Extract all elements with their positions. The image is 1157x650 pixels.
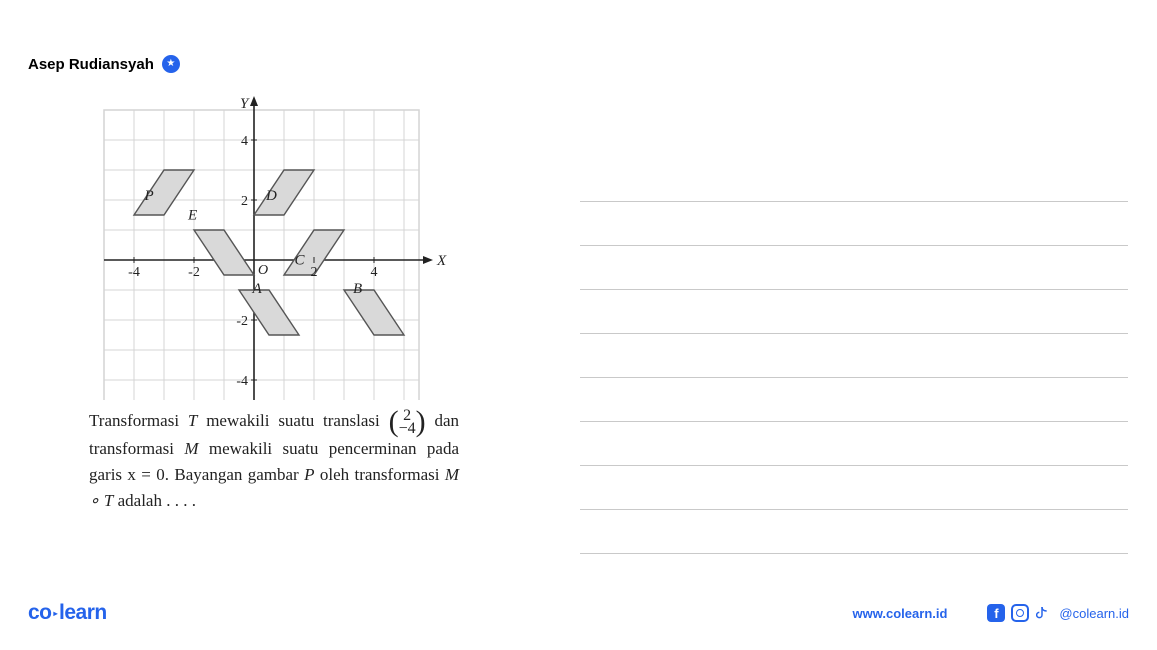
social-handle: @colearn.id: [1059, 606, 1129, 621]
logo-dot-icon: ▸: [52, 609, 60, 618]
var-T: T: [188, 411, 197, 430]
graph-svg: PDECAB-4-224-4-224XYO: [94, 90, 454, 400]
svg-text:-2: -2: [236, 314, 248, 329]
equation: x = 0: [127, 465, 164, 484]
logo-learn: learn: [59, 601, 107, 624]
answer-line: [580, 378, 1128, 422]
social-links: f @colearn.id: [987, 604, 1129, 622]
svg-text:E: E: [187, 208, 197, 224]
text: adalah . . . .: [113, 491, 196, 510]
svg-text:P: P: [144, 188, 154, 204]
text: mewakili suatu translasi: [197, 411, 388, 430]
verified-badge-icon: [162, 55, 180, 73]
website-url[interactable]: www.colearn.id: [853, 606, 948, 621]
svg-text:-4: -4: [128, 265, 140, 280]
svg-text:-4: -4: [236, 374, 248, 389]
answer-line: [580, 334, 1128, 378]
answer-line: [580, 202, 1128, 246]
answer-line: [580, 290, 1128, 334]
tiktok-icon[interactable]: [1035, 604, 1053, 622]
text: oleh transformasi: [314, 465, 444, 484]
problem-text: Transformasi T mewakili suatu translasi …: [85, 400, 463, 515]
facebook-icon[interactable]: f: [987, 604, 1005, 622]
svg-text:O: O: [258, 263, 268, 278]
svg-text:A: A: [252, 281, 263, 297]
var-M: M: [184, 439, 198, 458]
answer-lines: [580, 158, 1128, 554]
author-name: Asep Rudiansyah: [28, 56, 154, 73]
svg-text:C: C: [295, 253, 306, 269]
svg-text:2: 2: [241, 194, 248, 209]
svg-text:D: D: [265, 188, 277, 204]
svg-text:X: X: [436, 253, 447, 269]
answer-line: [580, 466, 1128, 510]
answer-line: [580, 158, 1128, 202]
svg-text:4: 4: [371, 265, 378, 280]
header: Asep Rudiansyah: [28, 55, 180, 73]
text: Transformasi: [89, 411, 188, 430]
paren: ): [416, 405, 426, 438]
answer-line: [580, 246, 1128, 290]
footer: co▸learn www.colearn.id f @colearn.id: [0, 601, 1157, 625]
instagram-icon[interactable]: [1011, 604, 1029, 622]
brand-logo: co▸learn: [28, 601, 107, 625]
svg-text:-2: -2: [188, 265, 200, 280]
problem-panel: PDECAB-4-224-4-224XYO Transformasi T mew…: [85, 90, 463, 570]
var-P: P: [304, 465, 314, 484]
text: . Bayangan gambar: [165, 465, 304, 484]
paren: (: [389, 405, 399, 438]
vec-bottom: −4: [399, 420, 416, 437]
svg-text:4: 4: [241, 134, 248, 149]
footer-right: www.colearn.id f @colearn.id: [853, 604, 1129, 622]
graph: PDECAB-4-224-4-224XYO: [94, 90, 454, 400]
translation-vector: 2−4: [399, 409, 416, 436]
answer-line: [580, 422, 1128, 466]
svg-text:2: 2: [311, 265, 318, 280]
answer-line: [580, 510, 1128, 554]
logo-co: co: [28, 601, 52, 624]
svg-text:B: B: [353, 281, 362, 297]
